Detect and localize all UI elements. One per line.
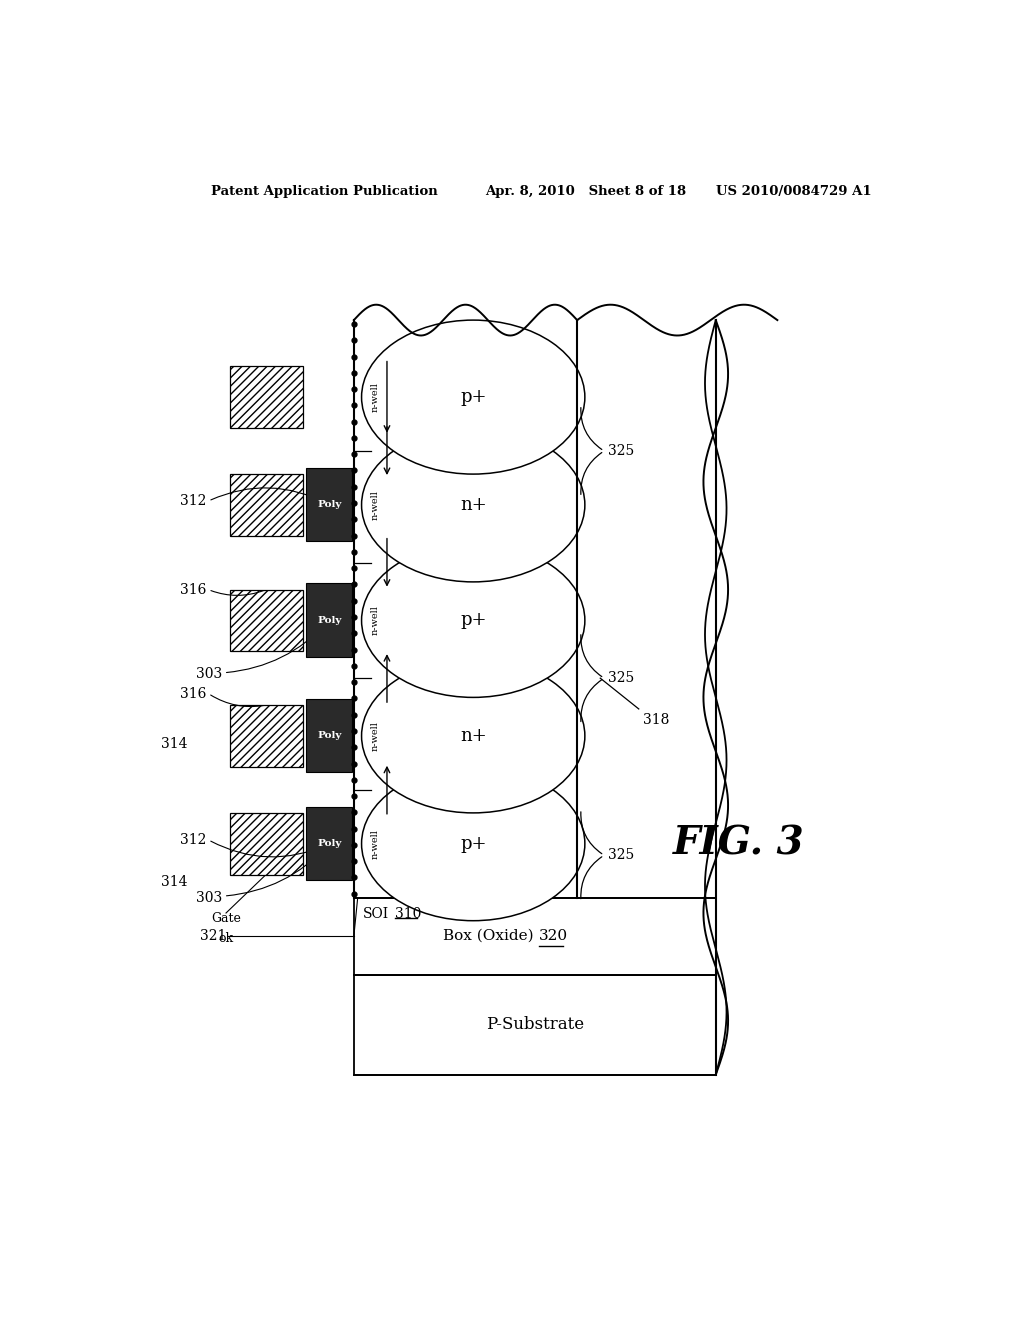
Text: 303: 303 [196, 891, 222, 904]
Bar [230, 367, 303, 428]
Text: US 2010/0084729 A1: US 2010/0084729 A1 [716, 185, 871, 198]
Text: n-well: n-well [371, 606, 380, 635]
Text: Poly: Poly [317, 500, 341, 510]
Text: 314: 314 [161, 737, 187, 751]
Text: 316: 316 [180, 582, 207, 597]
Text: n-well: n-well [371, 721, 380, 751]
Text: SOI: SOI [364, 907, 389, 921]
Ellipse shape [361, 659, 585, 813]
Text: 312: 312 [180, 494, 207, 508]
Text: n-well: n-well [371, 383, 380, 412]
Text: p+: p+ [460, 834, 486, 853]
Text: Apr. 8, 2010   Sheet 8 of 18: Apr. 8, 2010 Sheet 8 of 18 [484, 185, 686, 198]
Text: 316: 316 [180, 686, 207, 701]
Text: FIG. 3: FIG. 3 [673, 825, 805, 863]
Bar [306, 583, 352, 656]
Bar [306, 807, 352, 880]
Bar [230, 813, 303, 875]
Bar [354, 974, 716, 1074]
Text: 303: 303 [196, 668, 222, 681]
Text: Box (Oxide): Box (Oxide) [443, 929, 534, 942]
Text: 325: 325 [608, 849, 634, 862]
Text: n-well: n-well [371, 490, 380, 520]
Text: 312: 312 [180, 833, 207, 847]
Bar [230, 590, 303, 651]
Text: 318: 318 [643, 714, 669, 727]
Text: P-Substrate: P-Substrate [485, 1016, 584, 1034]
Text: 314: 314 [161, 875, 187, 890]
Ellipse shape [361, 428, 585, 582]
Text: n+: n+ [460, 496, 486, 513]
Text: 325: 325 [608, 671, 634, 685]
Text: Patent Application Publication: Patent Application Publication [211, 185, 438, 198]
Text: Gate: Gate [211, 912, 241, 924]
Bar [354, 898, 716, 974]
Text: 321: 321 [200, 929, 226, 942]
Text: p+: p+ [460, 611, 486, 630]
Text: ok: ok [218, 932, 233, 945]
Ellipse shape [361, 321, 585, 474]
Ellipse shape [361, 544, 585, 697]
Text: Poly: Poly [317, 838, 341, 847]
Bar [230, 705, 303, 767]
Text: 310: 310 [395, 907, 422, 921]
Text: 320: 320 [539, 929, 567, 942]
Bar [306, 469, 352, 541]
Ellipse shape [361, 767, 585, 921]
Text: Poly: Poly [317, 615, 341, 624]
Text: p+: p+ [460, 388, 486, 407]
Text: n+: n+ [460, 727, 486, 744]
Bar [230, 474, 303, 536]
Bar [306, 700, 352, 772]
Text: n-well: n-well [371, 829, 380, 858]
Text: Poly: Poly [317, 731, 341, 741]
Text: 325: 325 [608, 444, 634, 458]
